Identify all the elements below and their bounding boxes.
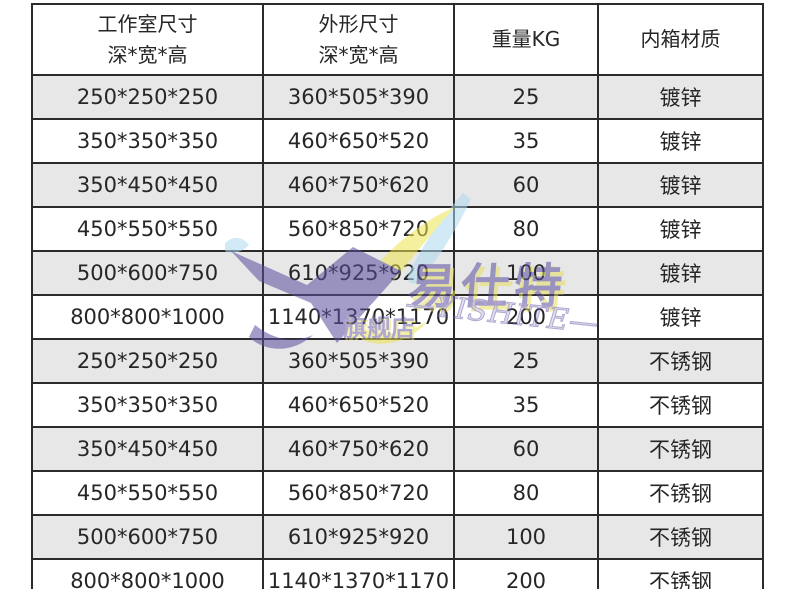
table-cell: 460*750*620	[262, 426, 455, 472]
table-row: 350*450*450 460*750*620 60 不锈钢	[31, 426, 764, 472]
table-cell: 不锈钢	[597, 382, 764, 428]
table-row: 250*250*250 360*505*390 25 镀锌	[31, 74, 764, 120]
table-row: 450*550*550 560*850*720 80 不锈钢	[31, 470, 764, 516]
header-cell-weight: 重量KG	[453, 3, 599, 76]
table-cell: 80	[453, 470, 599, 516]
table-cell: 镀锌	[597, 74, 764, 120]
table-cell: 250*250*250	[31, 338, 264, 384]
table-cell: 100	[453, 250, 599, 296]
table-cell: 610*925*920	[262, 250, 455, 296]
table-cell: 不锈钢	[597, 338, 764, 384]
table-cell: 不锈钢	[597, 426, 764, 472]
table-cell: 镀锌	[597, 162, 764, 208]
table-cell: 200	[453, 558, 599, 589]
table-cell: 500*600*750	[31, 250, 264, 296]
table-cell: 460*750*620	[262, 162, 455, 208]
table-cell: 镀锌	[597, 118, 764, 164]
table-row: 800*800*1000 1140*1370*1170 200 不锈钢	[31, 558, 764, 589]
table-cell: 360*505*390	[262, 338, 455, 384]
table-row: 350*350*350 460*650*520 35 不锈钢	[31, 382, 764, 428]
table-cell: 不锈钢	[597, 514, 764, 560]
table-cell: 350*450*450	[31, 426, 264, 472]
table-cell: 25	[453, 338, 599, 384]
table-row: 500*600*750 610*925*920 100 不锈钢	[31, 514, 764, 560]
table-cell: 60	[453, 426, 599, 472]
table-cell: 25	[453, 74, 599, 120]
spec-table-header: 工作室尺寸 深*宽*高 外形尺寸 深*宽*高 重量KG 内箱材质	[31, 3, 764, 76]
table-cell: 460*650*520	[262, 118, 455, 164]
table-cell: 不锈钢	[597, 470, 764, 516]
header-cell-material: 内箱材质	[597, 3, 764, 76]
table-cell: 450*550*550	[31, 470, 264, 516]
table-row: 450*550*550 560*850*720 80 镀锌	[31, 206, 764, 252]
table-row: 350*350*350 460*650*520 35 镀锌	[31, 118, 764, 164]
table-row: 250*250*250 360*505*390 25 不锈钢	[31, 338, 764, 384]
table-cell: 610*925*920	[262, 514, 455, 560]
table-cell: 360*505*390	[262, 74, 455, 120]
header-row: 工作室尺寸 深*宽*高 外形尺寸 深*宽*高 重量KG 内箱材质	[31, 3, 764, 76]
header-line: 外形尺寸	[318, 11, 399, 36]
spec-table: 工作室尺寸 深*宽*高 外形尺寸 深*宽*高 重量KG 内箱材质 250*250…	[31, 3, 764, 589]
table-cell: 250*250*250	[31, 74, 264, 120]
header-line: 深*宽*高	[107, 42, 188, 67]
table-cell: 35	[453, 382, 599, 428]
header-cell-workroom-size: 工作室尺寸 深*宽*高	[31, 3, 264, 76]
header-line: 工作室尺寸	[97, 11, 198, 36]
spec-table-body: 250*250*250 360*505*390 25 镀锌 350*350*35…	[31, 74, 764, 589]
table-cell: 镀锌	[597, 294, 764, 340]
table-cell: 35	[453, 118, 599, 164]
header-line: 重量KG	[491, 27, 561, 51]
table-cell: 1140*1370*1170	[262, 294, 455, 340]
header-cell-outer-size: 外形尺寸 深*宽*高	[262, 3, 455, 76]
header-line: 内箱材质	[640, 27, 721, 51]
table-cell: 1140*1370*1170	[262, 558, 455, 589]
table-cell: 60	[453, 162, 599, 208]
table-cell: 560*850*720	[262, 470, 455, 516]
table-row: 500*600*750 610*925*920 100 镀锌	[31, 250, 764, 296]
table-cell: 80	[453, 206, 599, 252]
table-cell: 350*350*350	[31, 382, 264, 428]
table-row: 350*450*450 460*750*620 60 镀锌	[31, 162, 764, 208]
table-cell: 800*800*1000	[31, 558, 264, 589]
table-cell: 500*600*750	[31, 514, 264, 560]
table-cell: 450*550*550	[31, 206, 264, 252]
table-cell: 镀锌	[597, 250, 764, 296]
table-cell: 不锈钢	[597, 558, 764, 589]
table-cell: 350*350*350	[31, 118, 264, 164]
table-cell: 460*650*520	[262, 382, 455, 428]
table-row: 800*800*1000 1140*1370*1170 200 镀锌	[31, 294, 764, 340]
table-cell: 800*800*1000	[31, 294, 264, 340]
header-line: 深*宽*高	[318, 42, 399, 67]
table-cell: 350*450*450	[31, 162, 264, 208]
table-cell: 100	[453, 514, 599, 560]
table-cell: 200	[453, 294, 599, 340]
table-cell: 镀锌	[597, 206, 764, 252]
table-cell: 560*850*720	[262, 206, 455, 252]
